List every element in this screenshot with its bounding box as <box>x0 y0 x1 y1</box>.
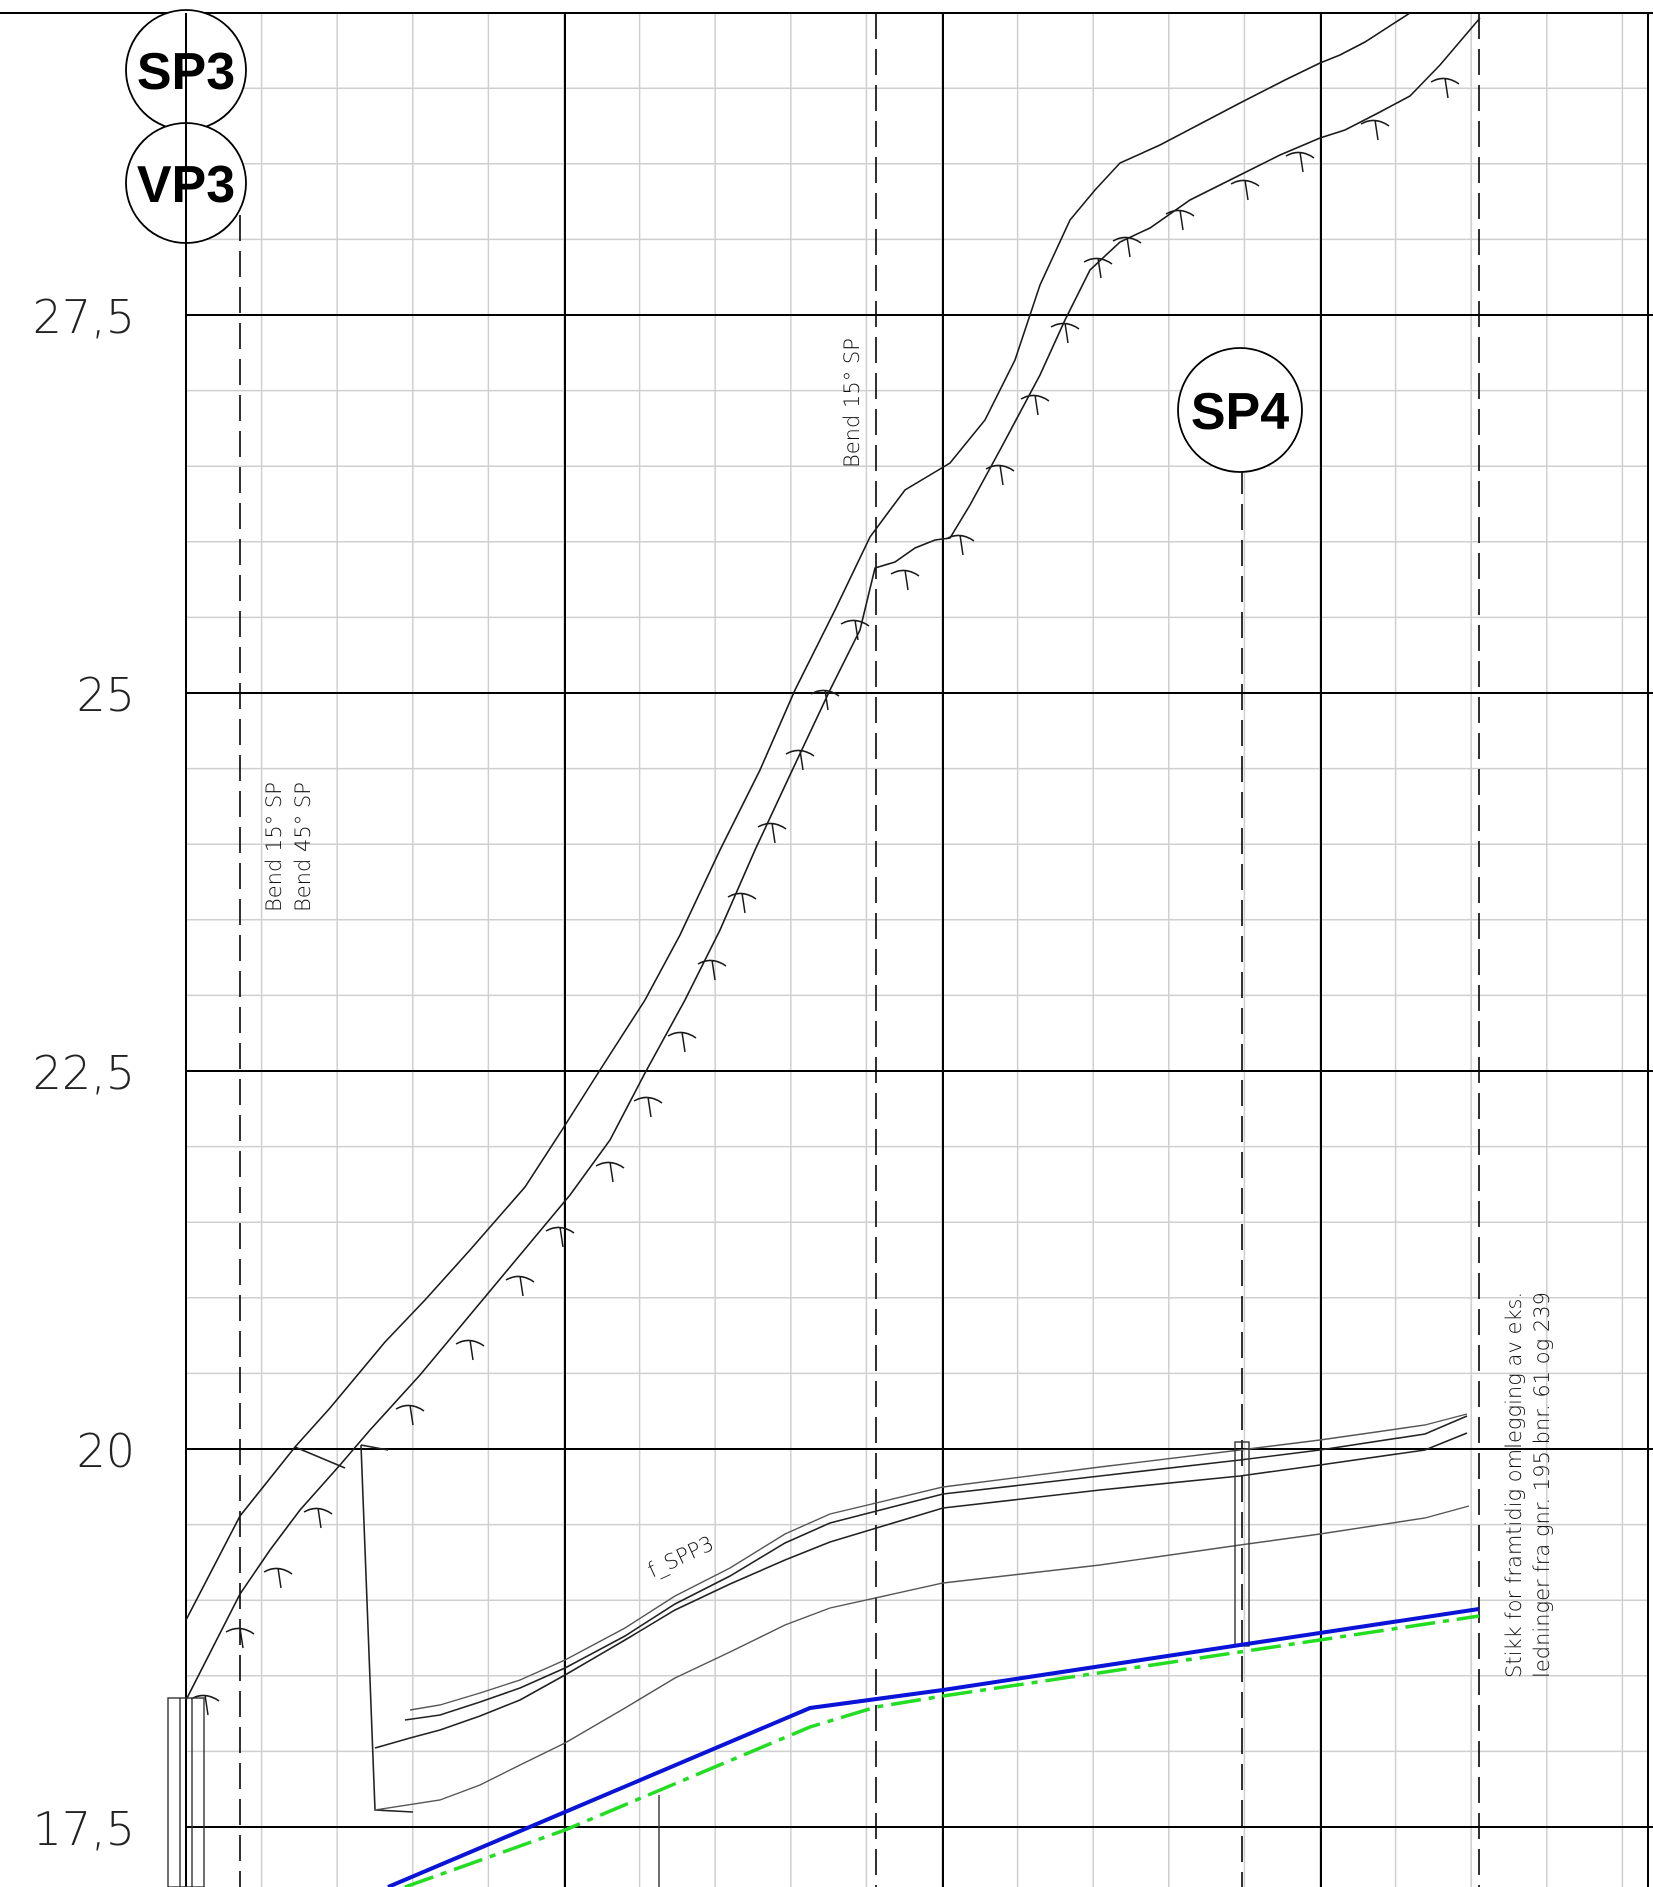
terrain-bottom-line <box>185 17 1481 1701</box>
station-lines <box>239 13 1480 1887</box>
slope-hatch-17 <box>890 569 920 591</box>
trench-mid-line-2 <box>374 1432 1468 1749</box>
pipe-blue-line <box>387 1607 1480 1887</box>
trench-top-line <box>409 1413 1468 1711</box>
slope-hatch-23 <box>1112 236 1142 258</box>
trench-lines <box>374 1413 1470 1811</box>
slope-hatch-8 <box>595 1161 625 1183</box>
slope-hatch-15 <box>810 689 840 711</box>
slope-hatch-4 <box>395 1404 425 1426</box>
station-marker-sp4: SP4 <box>1177 347 1303 473</box>
slope-hatch-26 <box>1285 151 1315 173</box>
marker-left-stake <box>167 1697 205 1887</box>
trench-lower-line <box>374 1505 1470 1811</box>
slope-hatch-9 <box>633 1096 663 1118</box>
pipe-green-line <box>404 1614 1480 1887</box>
slope-hatch-27 <box>1360 119 1390 141</box>
elevation-label-22-5: 22,5 <box>33 1046 135 1100</box>
slope-hatch-16 <box>840 619 870 641</box>
slope-hatch-19 <box>985 464 1015 486</box>
slope-hatch-10 <box>667 1031 697 1053</box>
slope-hatch-21 <box>1050 322 1080 344</box>
elevation-axis: 27,5 25 22,5 20 17,5 <box>33 290 135 1856</box>
elevation-label-17-5: 17,5 <box>33 1802 135 1856</box>
annotation-note-line-1: Stikk for framtidig omlegging av eks. <box>1502 1292 1526 1678</box>
station-marker-sp4-text: SP4 <box>1191 383 1289 441</box>
slope-hatch-2 <box>263 1567 293 1589</box>
slope-hatch-5 <box>455 1339 485 1361</box>
slope-hatch-28 <box>1430 77 1460 99</box>
slope-hatch-18 <box>945 534 975 556</box>
slope-hatch-25 <box>1230 179 1260 201</box>
slope-hatch-11 <box>697 959 727 981</box>
slope-hatch-6 <box>505 1275 535 1297</box>
trench-outline <box>294 1444 414 1813</box>
trench-top-sample <box>294 1446 346 1469</box>
trench-mid-line-1 <box>404 1415 1468 1721</box>
trench-left-wall <box>360 1444 414 1813</box>
minor-grid <box>185 13 1648 1887</box>
station-marker-sp4-circle <box>1177 347 1303 473</box>
annotation-bend-mid: Bend 15° SP <box>840 338 864 468</box>
annotation-pipe-label: f_SPP3 <box>644 1531 718 1582</box>
slope-hatch-1 <box>225 1627 255 1649</box>
slope-hatch-13 <box>757 822 787 844</box>
annotation-bend-left-2: Bend 45° SP <box>291 782 315 912</box>
major-grid <box>0 12 1653 1887</box>
slope-hatch-22 <box>1083 257 1113 279</box>
slope-hatch-24 <box>1165 209 1195 231</box>
slope-hatch-7 <box>545 1226 575 1248</box>
elevation-label-27-5: 27,5 <box>33 290 135 344</box>
elevation-label-20: 20 <box>76 1424 135 1478</box>
slope-hatch-14 <box>785 749 815 771</box>
slope-hatch-marks <box>190 77 1460 1716</box>
terrain-top-line <box>185 12 1411 1621</box>
slope-hatch-20 <box>1020 394 1050 416</box>
annotation-bend-left-1: Bend 15° SP <box>262 782 286 912</box>
trench-top-sample-2 <box>360 1444 389 1451</box>
vertical-markers <box>167 1441 1250 1887</box>
elevation-label-25: 25 <box>76 668 135 722</box>
slope-hatch-3 <box>303 1507 333 1529</box>
annotation-note-line-2: ledninger fra gnr. 195 bnr. 61 og 239 <box>1530 1292 1554 1678</box>
slope-hatch-12 <box>727 892 757 914</box>
